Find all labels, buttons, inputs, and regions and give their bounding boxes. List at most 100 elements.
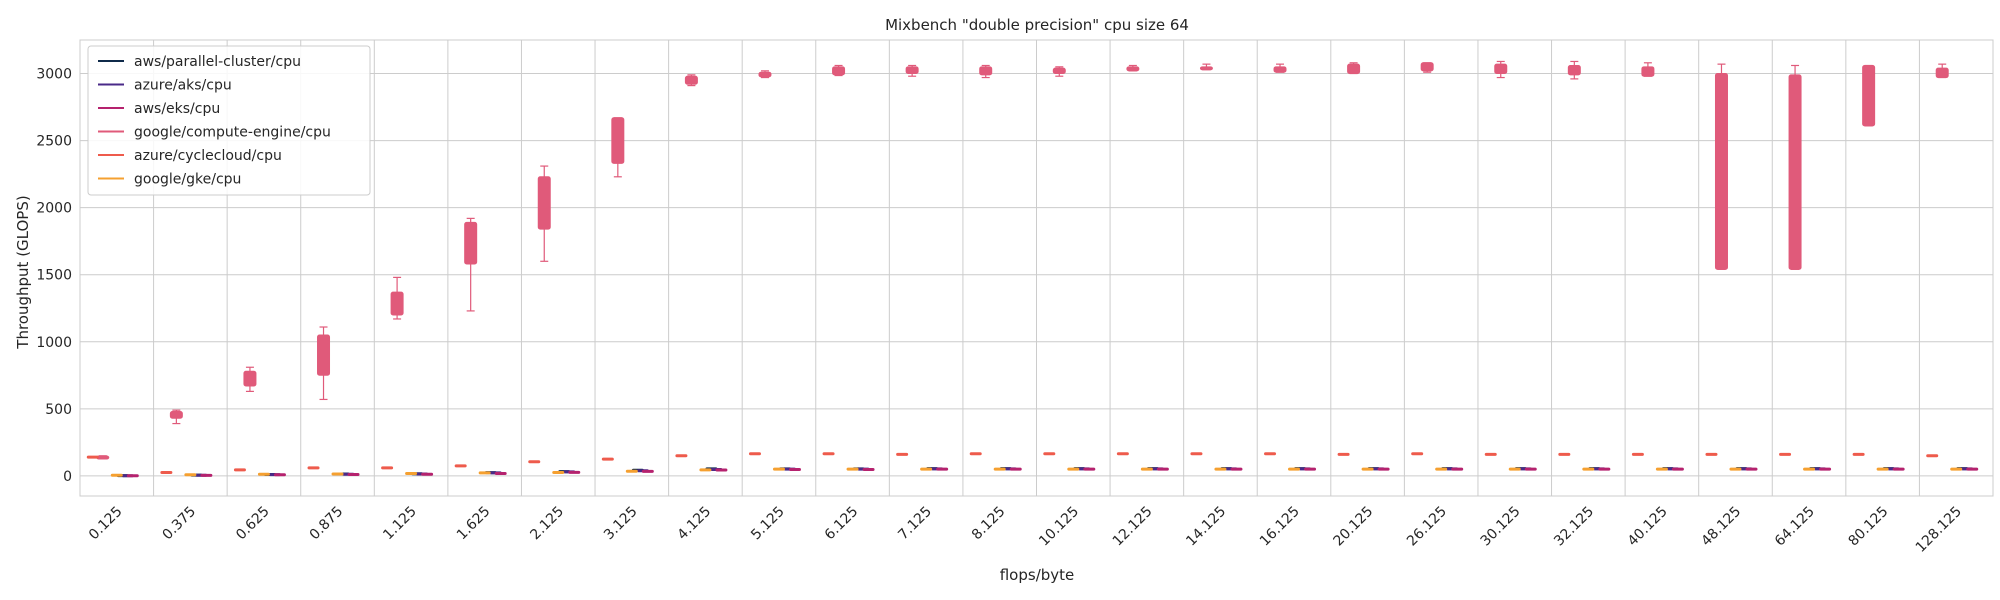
- box: [1508, 467, 1521, 471]
- box: [905, 66, 919, 75]
- box: [832, 66, 846, 76]
- box: [1819, 467, 1832, 471]
- box: [1156, 467, 1169, 471]
- box: [1420, 62, 1434, 72]
- box: [1347, 63, 1361, 75]
- box: [273, 473, 286, 477]
- box: [1494, 63, 1508, 75]
- box: [993, 467, 1006, 471]
- box: [1852, 452, 1865, 456]
- legend-entry: aws/parallel-cluster/cpu: [134, 54, 301, 70]
- y-tick-label: 500: [45, 402, 72, 418]
- box: [1598, 467, 1611, 471]
- x-tick-label: 3.125: [601, 504, 641, 544]
- legend-entry: google/gke/cpu: [134, 172, 241, 188]
- box: [494, 471, 507, 475]
- box: [1199, 66, 1213, 71]
- x-tick-label: 128.125: [1913, 504, 1965, 556]
- y-tick-label: 2000: [36, 201, 72, 217]
- box: [822, 452, 835, 456]
- x-tick-label: 0.375: [160, 504, 200, 544]
- x-tick-label: 14.125: [1183, 504, 1229, 550]
- box: [1190, 452, 1203, 456]
- box: [1788, 74, 1802, 270]
- box: [1641, 66, 1655, 77]
- box: [699, 468, 712, 472]
- x-tick-label: 64.125: [1772, 504, 1818, 550]
- box: [1779, 452, 1792, 456]
- box: [1567, 64, 1581, 76]
- y-tick-label: 2500: [36, 134, 72, 150]
- box: [1935, 67, 1949, 79]
- x-tick-label: 6.125: [822, 504, 862, 544]
- box: [169, 411, 183, 419]
- box: [748, 452, 761, 456]
- box: [1126, 66, 1140, 72]
- x-tick-label: 4.125: [675, 504, 715, 544]
- box: [788, 467, 801, 471]
- y-tick-label: 1500: [36, 268, 72, 284]
- box: [1067, 467, 1080, 471]
- box: [1950, 467, 1963, 471]
- x-tick-label: 2.125: [527, 504, 567, 544]
- box: [1451, 467, 1464, 471]
- box: [110, 473, 123, 477]
- box: [160, 471, 173, 475]
- x-tick-label: 48.125: [1698, 504, 1744, 550]
- chart-title: Mixbench "double precision" cpu size 64: [885, 16, 1189, 34]
- x-tick-label: 1.125: [380, 504, 420, 544]
- x-tick-label: 16.125: [1257, 504, 1303, 550]
- legend-frame: [87, 45, 371, 196]
- box: [1714, 73, 1728, 270]
- box: [758, 71, 772, 78]
- legend-entry: azure/aks/cpu: [134, 78, 232, 94]
- box: [1926, 454, 1939, 458]
- legend-entry: google/compute-engine/cpu: [134, 125, 331, 141]
- box: [478, 471, 491, 475]
- box: [1116, 452, 1129, 456]
- y-tick-label: 0: [63, 469, 72, 485]
- box: [243, 370, 257, 387]
- box: [846, 467, 859, 471]
- x-tick-label: 26.125: [1404, 504, 1450, 550]
- box: [1288, 467, 1301, 471]
- box: [641, 469, 654, 473]
- box: [405, 471, 418, 475]
- x-tick-label: 5.125: [748, 504, 788, 544]
- box: [331, 472, 344, 476]
- box: [1705, 452, 1718, 456]
- gridlines: [80, 40, 1993, 496]
- box: [920, 467, 933, 471]
- box: [421, 472, 434, 476]
- box: [86, 455, 99, 459]
- box: [1745, 467, 1758, 471]
- box: [1264, 452, 1277, 456]
- box: [528, 460, 541, 464]
- box: [1803, 467, 1816, 471]
- box: [1052, 67, 1066, 75]
- x-tick-label: 0.875: [307, 504, 347, 544]
- box: [200, 473, 213, 477]
- box: [184, 473, 197, 477]
- legend: aws/parallel-cluster/cpu azure/aks/cpu aws…: [87, 45, 371, 196]
- box: [862, 467, 875, 471]
- box: [390, 291, 404, 316]
- box: [1631, 452, 1644, 456]
- box: [307, 466, 320, 470]
- x-tick-label: 20.125: [1330, 504, 1376, 550]
- x-tick-label: 80.125: [1846, 504, 1892, 550]
- x-tick-label: 40.125: [1625, 504, 1671, 550]
- box: [715, 468, 728, 472]
- box: [1043, 452, 1056, 456]
- box: [969, 452, 982, 456]
- y-tick-label: 3000: [36, 67, 72, 83]
- box: [1083, 467, 1096, 471]
- box: [1435, 467, 1448, 471]
- box: [1361, 467, 1374, 471]
- box: [936, 467, 949, 471]
- box: [1655, 467, 1668, 471]
- x-tick-label: 0.625: [233, 504, 273, 544]
- box: [1966, 467, 1979, 471]
- box: [1337, 452, 1350, 456]
- box: [1230, 467, 1243, 471]
